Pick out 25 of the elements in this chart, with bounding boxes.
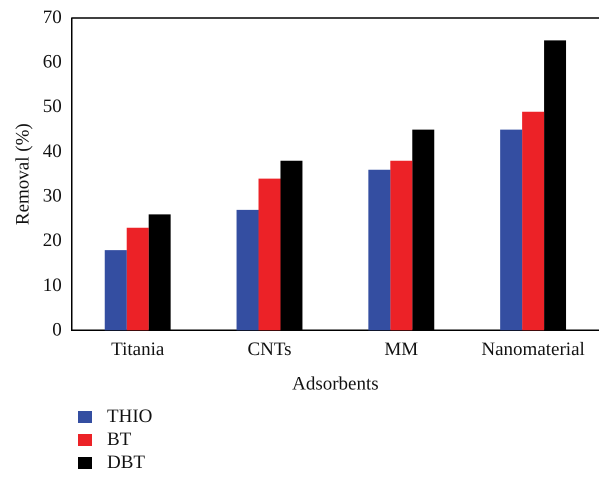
- bar: [236, 210, 259, 330]
- bar: [104, 250, 127, 330]
- bar: [368, 170, 390, 330]
- y-tick-label: 10: [42, 274, 62, 296]
- bar: [258, 178, 280, 330]
- y-axis-title: Removal (%): [12, 123, 34, 226]
- y-tick-label: 50: [42, 96, 62, 118]
- y-tick-label: 30: [42, 186, 62, 206]
- bar: [390, 160, 412, 330]
- legend-label: THIO: [107, 406, 152, 428]
- x-tick-label: Nanomaterial: [481, 338, 585, 360]
- x-axis-title: Adsorbents: [292, 374, 379, 395]
- legend-label: DBT: [107, 452, 145, 474]
- x-tick-label: Titania: [111, 338, 165, 360]
- y-tick-label: 40: [42, 140, 62, 162]
- x-tick-label: CNTs: [247, 338, 292, 360]
- y-tick-label: 60: [42, 52, 62, 73]
- y-tick-label: 70: [42, 6, 62, 28]
- legend-label: BT: [107, 428, 132, 450]
- bar: [500, 130, 522, 330]
- y-tick-label: 20: [42, 230, 62, 252]
- y-tick-label: 0: [52, 319, 62, 340]
- bar: [522, 112, 544, 330]
- x-tick-label: MM: [384, 338, 418, 360]
- bar: [126, 228, 149, 330]
